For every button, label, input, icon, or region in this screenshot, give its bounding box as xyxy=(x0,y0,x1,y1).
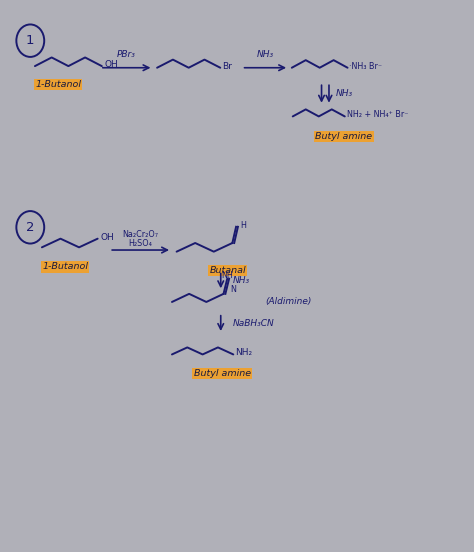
Text: OH: OH xyxy=(105,60,118,69)
Text: 1-Butanol: 1-Butanol xyxy=(35,80,81,89)
Text: ·NH₃ Br⁻: ·NH₃ Br⁻ xyxy=(349,62,383,71)
Text: Br: Br xyxy=(223,62,232,71)
Text: 1: 1 xyxy=(26,34,35,47)
Text: OH: OH xyxy=(100,232,114,242)
Text: N: N xyxy=(230,285,236,294)
Text: Butyl amine: Butyl amine xyxy=(193,369,251,378)
Text: (Aldimine): (Aldimine) xyxy=(265,298,311,306)
Text: NH₂ + NH₄⁺ Br⁻: NH₂ + NH₄⁺ Br⁻ xyxy=(346,110,408,119)
Text: 1-Butanol: 1-Butanol xyxy=(42,263,88,272)
Text: H₂SO₄: H₂SO₄ xyxy=(128,240,153,248)
Text: NH₃: NH₃ xyxy=(257,50,274,59)
Text: NH₂: NH₂ xyxy=(236,348,253,357)
Text: H: H xyxy=(241,221,246,230)
Text: Butanal: Butanal xyxy=(210,266,246,275)
Text: NH₃: NH₃ xyxy=(232,277,249,285)
Text: Butyl amine: Butyl amine xyxy=(315,132,373,141)
Text: Na₂Cr₂O₇: Na₂Cr₂O₇ xyxy=(123,230,159,239)
Text: PBr₃: PBr₃ xyxy=(117,50,136,59)
Text: NaBH₃CN: NaBH₃CN xyxy=(232,319,274,328)
Text: NH: NH xyxy=(221,272,233,280)
Text: 2: 2 xyxy=(26,221,35,234)
Text: NH₃: NH₃ xyxy=(336,89,353,98)
